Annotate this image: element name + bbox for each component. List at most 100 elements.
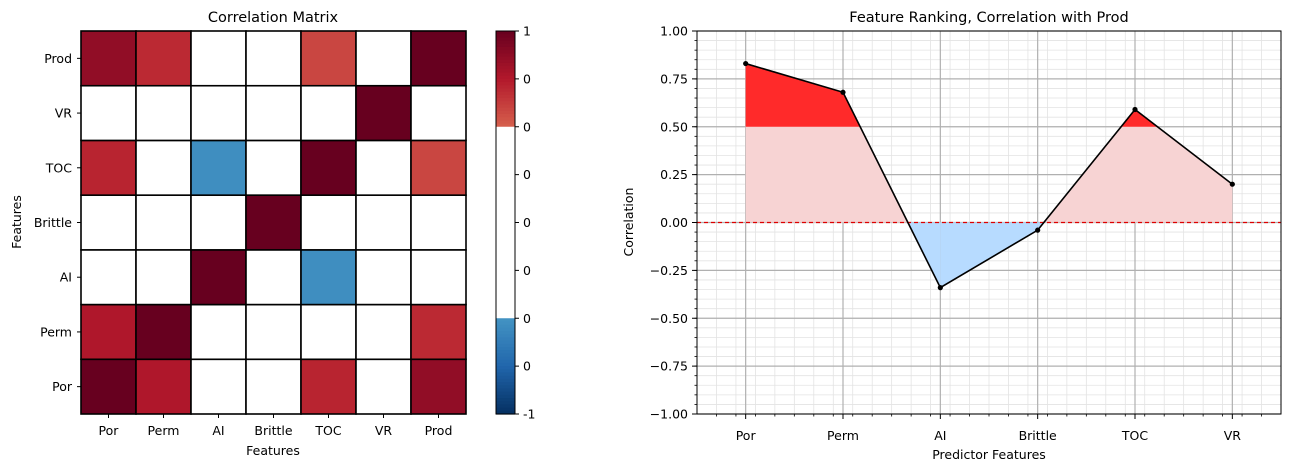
colorbar-segment [496, 85, 515, 90]
ranking-x-tick-label: Brittle [1019, 428, 1057, 443]
colorbar-segment [496, 318, 515, 323]
colorbar-segment [496, 343, 515, 348]
heatmap-cell [135, 84, 192, 142]
colorbar-segment [496, 152, 515, 157]
heatmap-cell [300, 30, 357, 87]
ranking-y-tick-label: 0.75 [660, 71, 688, 86]
heatmap-cell [190, 303, 247, 361]
colorbar-segment [496, 209, 515, 214]
colorbar-segment [496, 404, 515, 409]
ranking-y-tick-label: −0.25 [650, 263, 688, 278]
colorbar-segment [496, 362, 515, 367]
colorbar-segment [496, 78, 515, 83]
colorbar-segment [496, 69, 515, 74]
heatmap-cell [80, 84, 137, 142]
heatmap-cell [135, 358, 192, 415]
negative-correlation-fill [940, 222, 1038, 288]
colorbar-segment [496, 219, 515, 224]
heatmap-cell [245, 249, 302, 306]
heatmap-cell [190, 30, 247, 87]
colorbar-segment [496, 216, 515, 220]
heatmap-cell [355, 249, 412, 306]
heatmap-cell [410, 303, 467, 361]
ranking-x-tick-label: Por [736, 428, 757, 443]
colorbar-tick-label: 0 [523, 71, 531, 86]
colorbar-segment [496, 276, 515, 281]
colorbar-segment [496, 340, 515, 345]
colorbar-segment [496, 174, 515, 179]
heatmap-y-tick-label: Por [52, 379, 73, 394]
colorbar-tick-label: 0 [523, 167, 531, 182]
heatmap-cell [80, 358, 137, 415]
colorbar-segment [496, 382, 515, 386]
colorbar-segment [496, 120, 515, 125]
colorbar-segment [496, 158, 515, 163]
colorbar-segment [496, 279, 515, 284]
heatmap-x-tick-label: AI [212, 423, 224, 438]
heatmap-cell [410, 30, 467, 87]
colorbar-segment [496, 196, 515, 201]
colorbar-segment [496, 117, 515, 121]
heatmap-y-tick-label: AI [60, 270, 72, 285]
colorbar-segment [496, 273, 515, 278]
colorbar-segment [496, 142, 515, 147]
colorbar-segment [496, 327, 515, 332]
heatmap-cell [245, 303, 302, 361]
colorbar-segment [496, 375, 515, 380]
colorbar-segment [496, 315, 515, 319]
heatmap-xlabel: Features [246, 443, 300, 458]
ranking-x-tick-label: TOC [1121, 428, 1148, 443]
colorbar-segment [496, 66, 515, 70]
heatmap-cell [245, 194, 302, 251]
colorbar-segment [496, 324, 515, 329]
colorbar-segment [496, 40, 515, 45]
heatmap-cell [80, 139, 137, 196]
colorbar-segment [496, 372, 515, 377]
colorbar-segment [496, 62, 515, 67]
colorbar-segment [496, 123, 515, 128]
colorbar-segment [496, 43, 515, 48]
correlation-line [745, 62, 1233, 289]
colorbar-segment [496, 133, 515, 137]
colorbar-segment [496, 407, 515, 412]
colorbar-segment [496, 241, 515, 246]
colorbar-segment [496, 232, 515, 236]
heatmap-y-tick-label: VR [55, 106, 73, 121]
colorbar-tick-label: 0 [523, 359, 531, 374]
heatmap-cell [135, 194, 192, 251]
heatmap-x-tick-label: Prod [425, 423, 453, 438]
ranking-x-tick-label: Perm [827, 428, 859, 443]
colorbar-tick-label: 0 [523, 119, 531, 134]
colorbar-segment [496, 350, 515, 354]
colorbar-segment [496, 302, 515, 307]
heatmap-x-tick-label: Perm [148, 423, 180, 438]
colorbar-segment [496, 391, 515, 396]
ranking-x-tick-label: AI [934, 428, 946, 443]
colorbar-segment [496, 145, 515, 150]
colorbar-segment [496, 187, 515, 192]
correlation-point [1229, 181, 1235, 187]
heatmap-cell [135, 139, 192, 196]
colorbar-segment [496, 101, 515, 106]
heatmap-cell [80, 303, 137, 361]
ranking-ylabel: Correlation [621, 188, 636, 257]
heatmap-cell [355, 194, 412, 251]
colorbar-segment [496, 110, 515, 115]
heatmap-cell [80, 194, 137, 251]
colorbar-segment [496, 235, 515, 240]
colorbar-segment [496, 289, 515, 294]
heatmap-cell [245, 358, 302, 415]
colorbar-segment [496, 104, 515, 109]
colorbar-segment [496, 46, 515, 51]
colorbar-segment [496, 353, 515, 358]
colorbar-tick-label: 0 [523, 263, 531, 278]
colorbar-segment [496, 193, 515, 198]
ranking-xlabel: Predictor Features [932, 447, 1046, 462]
heatmap-cell [410, 358, 467, 415]
heatmap-cell [355, 84, 412, 142]
colorbar-segment [496, 161, 515, 166]
heatmap-y-tick-label: Prod [44, 51, 72, 66]
colorbar-segment [496, 356, 515, 361]
colorbar-segment [496, 56, 515, 61]
